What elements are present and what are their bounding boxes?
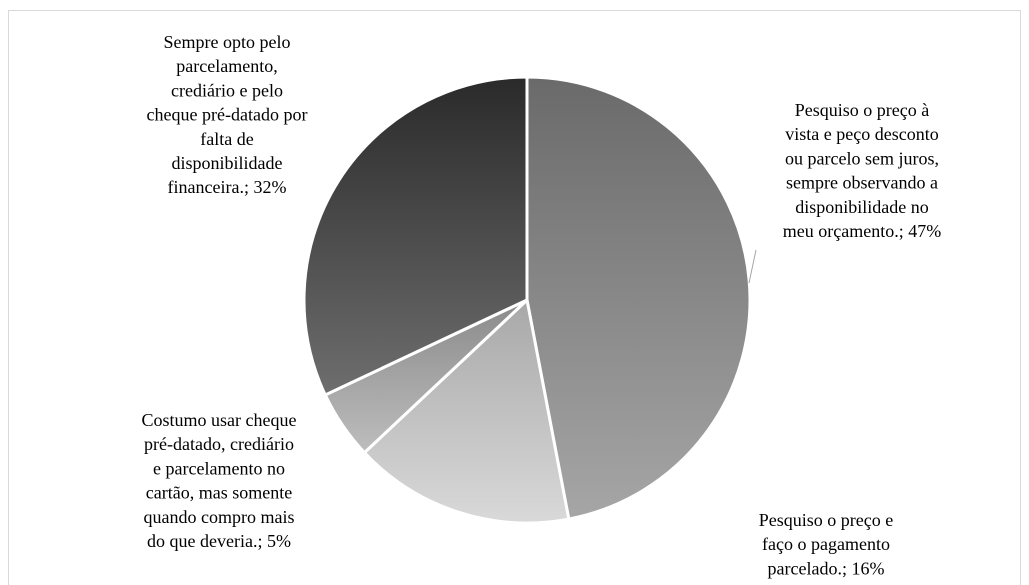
data-label-3: Costumo usar cheque pré-datado, crediário… (142, 410, 297, 551)
data-label-line: faço o pagamento (762, 534, 890, 554)
pie-slice-2 (362, 297, 571, 525)
data-label-line: vista e peço desconto (785, 124, 938, 144)
data-label-line: sempre observando a (786, 173, 938, 193)
data-label-line: cheque pré-datado por (147, 105, 308, 125)
data-label-line: pré-datado, crediário (144, 434, 294, 454)
data-label-line: Sempre opto pelo (164, 32, 291, 52)
data-label-line: meu orçamento.; 47% (783, 221, 941, 241)
data-label-line: Pesquiso o preço e (759, 510, 893, 530)
pie-slices (302, 75, 752, 525)
data-label-line: parcelado.; 16% (768, 558, 885, 578)
data-label-line: do que deveria.; 5% (147, 531, 291, 551)
data-label-line: disponibilidade no (795, 197, 929, 217)
leader-lines (748, 249, 757, 284)
data-label-line: financeira.; 32% (168, 177, 287, 197)
data-label-1: Pesquiso o preço à vista e peço desconto o… (783, 100, 941, 241)
data-label-line: Pesquiso o preço à (795, 100, 929, 120)
chart-frame (8, 10, 1021, 585)
leader-line-1 (748, 249, 757, 284)
data-label-line: quando compro mais (144, 507, 295, 527)
data-label-line: Costumo usar cheque (142, 410, 297, 430)
data-label-line: disponibilidade (172, 153, 283, 173)
data-label-line: parcelamento, (176, 56, 277, 76)
data-label-line: crediário e pelo (171, 80, 283, 100)
data-label-line: ou parcelo sem juros, (785, 148, 939, 168)
pie-slice-1 (525, 75, 752, 521)
data-label-4: Sempre opto pelo parcelamento, crediário e… (147, 32, 308, 197)
pie-slice-4 (302, 75, 529, 397)
data-label-line: falta de (200, 129, 253, 149)
data-label-line: e parcelamento no (153, 458, 285, 478)
data-label-line: cartão, mas somente (146, 483, 292, 503)
data-label-2: Pesquiso o preço e faço o pagamento parcel… (759, 510, 893, 578)
data-labels: Pesquiso o preço à vista e peço desconto o… (142, 32, 942, 578)
